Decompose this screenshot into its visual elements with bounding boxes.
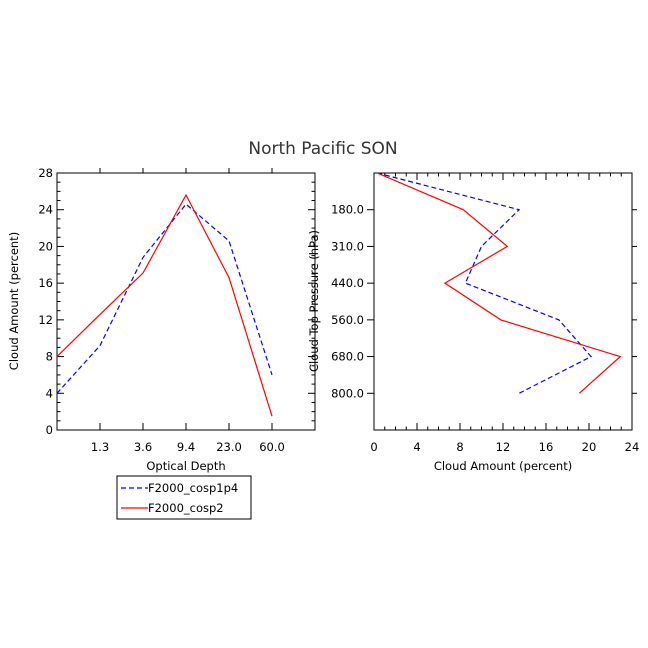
right-x-axis-label: Cloud Amount (percent) [434, 459, 572, 473]
legend-label-blue: F2000_cosp1p4 [148, 481, 238, 495]
right-series [376, 172, 622, 394]
right-x-tick-label: 20 [582, 440, 597, 454]
right-y-tick-label: 680.0 [331, 350, 364, 364]
right-y-axis-label: Cloud Top Pressure (hPa) [307, 230, 321, 372]
left-x-axis-label: Optical Depth [146, 459, 225, 473]
right-x-tick-label: 4 [413, 440, 420, 454]
left-y-axis-label: Cloud Amount (percent) [7, 232, 21, 370]
legend-label-red: F2000_cosp2 [148, 501, 224, 515]
right-x-tick-label: 16 [539, 440, 554, 454]
right-y-tick-label: 560.0 [331, 313, 364, 327]
left-y-tick-label: 28 [38, 166, 53, 180]
left-y-tick-label: 16 [38, 276, 53, 290]
left-series [56, 193, 273, 417]
left-y-tick-label: 8 [46, 350, 53, 364]
left-x-tick-label: 1.3 [91, 440, 109, 454]
right-plot: 0 4 8 12 16 20 24 180.0 310.0 440.0 560.0 680.0 800.… [307, 172, 639, 473]
right-x-tick-label: 8 [456, 440, 463, 454]
left-x-tick-label: 23.0 [216, 440, 242, 454]
right-x-tick-label: 24 [625, 440, 640, 454]
right-y-tick-label: 180.0 [331, 203, 364, 217]
left-y-tick-label: 24 [38, 203, 53, 217]
chart-title: North Pacific SON [248, 139, 397, 159]
left-y-tick-label: 20 [38, 239, 53, 253]
right-plot-frame [373, 172, 633, 431]
left-y-tick-label: 4 [46, 386, 53, 400]
left-ticks: 0 4 8 12 16 20 24 28 1.3 3.6 9.4 23.0 60.0 [38, 166, 315, 454]
legend-box [116, 475, 252, 520]
left-x-tick-label: 3.6 [134, 440, 152, 454]
right-series-F2000_cosp2 [376, 172, 622, 394]
legend: F2000_cosp1p4 F2000_cosp2 [116, 475, 252, 520]
left-plot: 0 4 8 12 16 20 24 28 1.3 3.6 9.4 23.0 60.0 Optical D… [7, 166, 316, 473]
left-y-tick-label: 12 [38, 313, 53, 327]
left-series-F2000_cosp2 [56, 193, 273, 417]
right-x-tick-label: 12 [496, 440, 511, 454]
right-y-tick-label: 440.0 [331, 276, 364, 290]
right-y-tick-label: 800.0 [331, 386, 364, 400]
left-x-tick-label: 9.4 [177, 440, 195, 454]
left-series-F2000_cosp1p4 [56, 203, 273, 394]
right-series-F2000_cosp1p4 [377, 172, 593, 394]
right-ticks: 0 4 8 12 16 20 24 180.0 310.0 440.0 560.0 680.0 800.… [331, 173, 639, 454]
left-x-tick-label: 60.0 [259, 440, 285, 454]
left-plot-frame [56, 172, 316, 431]
left-y-tick-label: 0 [46, 423, 53, 437]
right-y-tick-label: 310.0 [331, 239, 364, 253]
right-x-tick-label: 0 [370, 440, 377, 454]
